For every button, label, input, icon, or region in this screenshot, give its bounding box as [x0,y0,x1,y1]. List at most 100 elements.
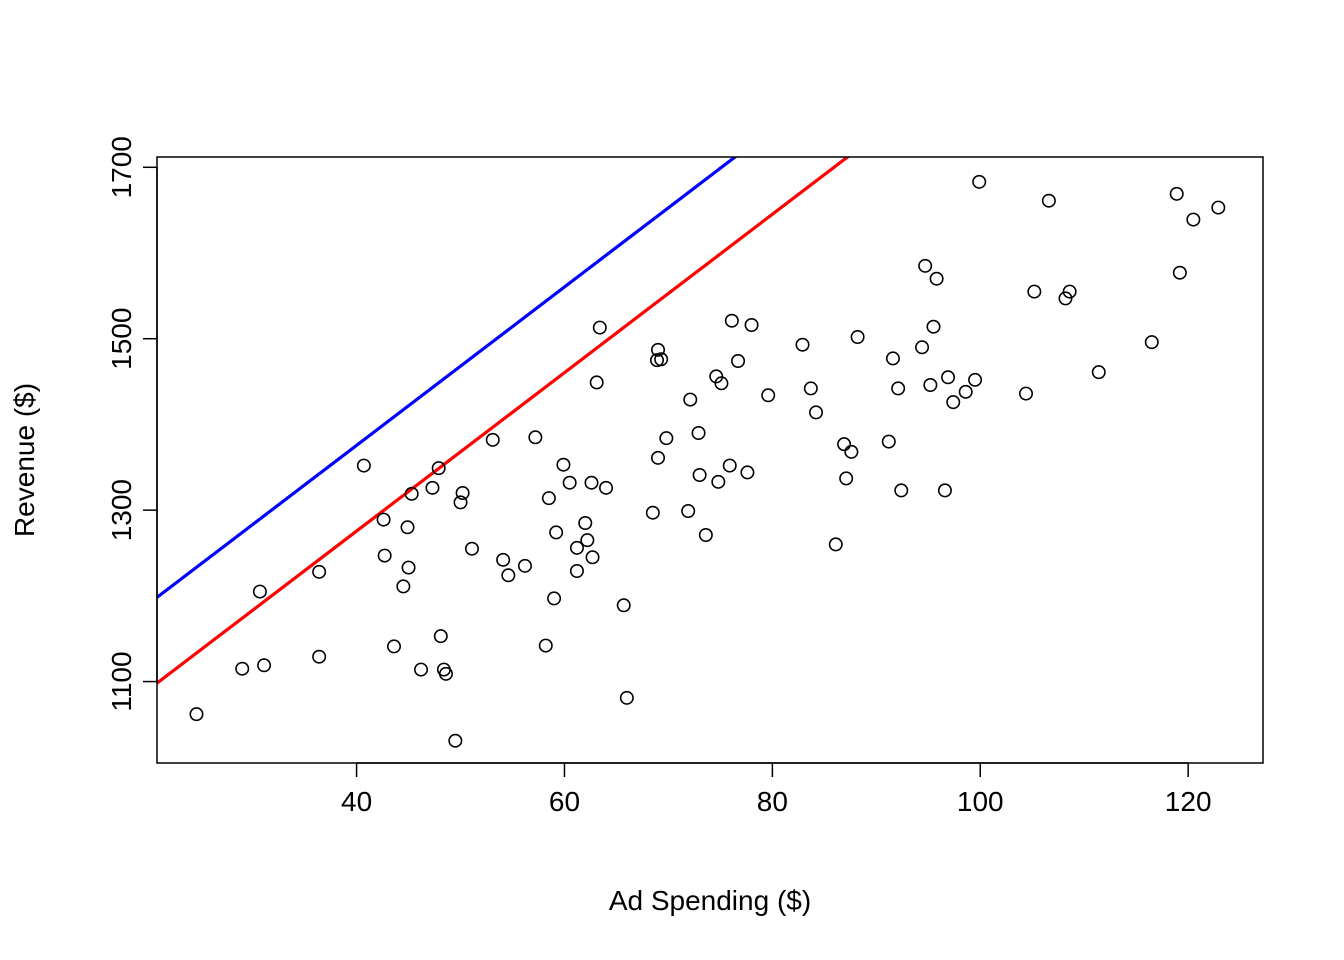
x-axis-label: Ad Spending ($) [609,885,811,916]
data-point [918,258,933,273]
data-point [257,658,272,673]
data-point [654,352,669,367]
fit-line-1 [157,157,738,599]
data-point [414,662,429,677]
data-point [252,584,267,599]
x-tick-label: 60 [549,786,580,817]
data-point [691,425,706,440]
data-point [1186,212,1201,227]
plot-frame [156,156,1264,764]
data-point [189,707,204,722]
data-point [683,392,698,407]
data-point [1058,291,1073,306]
data-point [599,480,614,495]
data-point [517,558,532,573]
data-point [455,485,470,500]
data-point [438,666,453,681]
data-point [714,376,729,391]
data-point [881,434,896,449]
data-point [569,563,584,578]
data-point [894,483,909,498]
data-point [528,430,543,445]
y-axis-label: Revenue ($) [9,383,40,537]
y-tick-label: 1300 [106,479,137,541]
regression-lines [157,157,851,685]
data-point [585,550,600,565]
data-point [235,661,250,676]
data-point [549,525,564,540]
data-point [803,381,818,396]
data-point [968,372,983,387]
data-point [501,568,516,583]
data-point [1027,284,1042,299]
data-point [556,457,571,472]
data-point [400,520,415,535]
data-point [485,432,500,447]
data-point [376,512,391,527]
data-point [1144,335,1159,350]
data-point [404,486,419,501]
fit-line-2 [157,157,851,685]
x-tick-label: 100 [957,786,1004,817]
data-point [711,474,726,489]
data-point [744,317,759,332]
data-point [972,174,987,189]
data-point [1062,284,1077,299]
data-point [616,598,631,613]
x-axis: 40 60 80 100 120 [341,762,1212,817]
data-point [795,337,810,352]
data-point [547,591,562,606]
data-point [386,639,401,654]
y-tick-label: 1700 [106,136,137,198]
data-point [828,537,843,552]
data-point [1169,186,1184,201]
data-point [722,458,737,473]
data-point [356,458,371,473]
data-point [1172,265,1187,280]
data-point [885,351,900,366]
data-point [850,329,865,344]
data-point [541,491,556,506]
data-point [923,377,938,392]
data-point [929,271,944,286]
data-point [926,319,941,334]
data-point [433,629,448,644]
data-point [651,342,666,357]
data-point [698,527,713,542]
data-point [453,495,468,510]
x-tick-label: 120 [1165,786,1212,817]
y-axis: 1100 1300 1500 1700 [106,136,158,712]
data-point [448,733,463,748]
data-point [839,471,854,486]
data-point [740,465,755,480]
data-point [377,548,392,563]
data-point [731,353,746,368]
x-tick-label: 40 [341,786,372,817]
data-point [431,461,446,476]
data-point [464,541,479,556]
y-tick-label: 1100 [106,651,137,711]
x-tick-label: 80 [757,786,788,817]
data-point [401,560,416,575]
data-point [562,475,577,490]
data-point [724,313,739,328]
data-point [645,505,660,520]
data-point [809,405,824,420]
data-points [189,174,1226,748]
data-point [946,395,961,410]
data-point [1018,386,1033,401]
data-point [580,533,595,548]
data-point [619,690,634,705]
data-point [958,384,973,399]
data-point [651,450,666,465]
data-point [496,552,511,567]
data-point [692,467,707,482]
data-point [941,370,956,385]
data-point [891,381,906,396]
data-point [761,388,776,403]
data-point [538,638,553,653]
data-point [1091,365,1106,380]
y-tick-label: 1500 [106,308,137,370]
data-point [915,340,930,355]
